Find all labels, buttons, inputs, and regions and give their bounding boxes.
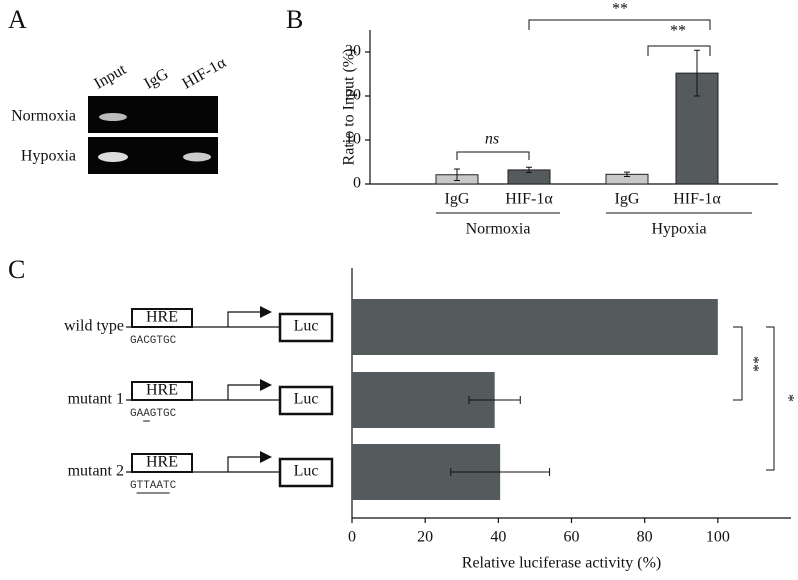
promoter-arrow xyxy=(227,456,262,472)
error-bar xyxy=(450,468,551,476)
reporter-box xyxy=(278,312,334,343)
category-label: mutant 1 xyxy=(68,391,124,408)
gel-row-label: Normoxia xyxy=(11,108,76,125)
y-tick-label: 0 xyxy=(353,175,361,192)
arrowhead xyxy=(260,306,272,318)
bar xyxy=(352,299,718,355)
significance-label: ** xyxy=(744,356,761,372)
panel-label: C xyxy=(8,255,25,284)
significance-label: * xyxy=(779,394,796,402)
group-label: Normoxia xyxy=(466,221,531,238)
reporter-box xyxy=(278,385,334,416)
error-bar xyxy=(468,396,521,404)
element-box xyxy=(131,381,193,401)
significance-bracket xyxy=(766,326,775,471)
x-axis-label: Relative luciferase activity (%) xyxy=(462,555,661,572)
x-tick-label: 80 xyxy=(637,529,653,546)
sequence: GAAGTGC xyxy=(130,408,177,420)
band xyxy=(98,152,128,162)
reporter-label: Luc xyxy=(294,318,319,335)
arrowhead xyxy=(260,379,272,391)
significance-bracket xyxy=(647,45,711,56)
element-box xyxy=(131,308,193,328)
sequence: GACGTGC xyxy=(130,335,177,347)
lane-label: HIF-1α xyxy=(179,54,229,93)
significance-bracket xyxy=(528,19,711,30)
y-tick-label: 20 xyxy=(345,87,361,104)
significance-bracket xyxy=(456,151,530,160)
arrowhead xyxy=(260,451,272,463)
promoter-arrow xyxy=(227,384,262,400)
promoter-arrow xyxy=(227,311,262,327)
panel-label: A xyxy=(8,5,27,34)
panel-label: B xyxy=(286,5,303,34)
x-tick-label: IgG xyxy=(615,191,640,208)
error-bar xyxy=(454,168,460,181)
reporter-label: Luc xyxy=(294,391,319,408)
significance-bracket xyxy=(733,326,743,401)
element-label: HRE xyxy=(146,309,178,326)
element-box xyxy=(131,453,193,473)
lane-label: Input xyxy=(91,61,129,93)
element-label: HRE xyxy=(146,454,178,471)
x-tick-label: 0 xyxy=(348,529,356,546)
lane-label: IgG xyxy=(141,65,171,92)
x-tick-label: IgG xyxy=(445,191,470,208)
reporter-label: Luc xyxy=(294,463,319,480)
group-label: Hypoxia xyxy=(651,221,706,238)
x-tick-label: 100 xyxy=(706,529,730,546)
x-tick-label: 40 xyxy=(490,529,506,546)
significance-label: ** xyxy=(670,23,686,40)
y-axis-label: Ratio to Input (%) xyxy=(341,49,358,166)
error-bar xyxy=(694,49,700,97)
sequence: GTTAATC xyxy=(130,480,177,492)
x-tick-label: 20 xyxy=(417,529,433,546)
x-tick-label: 60 xyxy=(564,529,580,546)
band xyxy=(183,152,211,162)
x-tick-label: HIF-1α xyxy=(673,191,721,208)
error-bar xyxy=(526,166,532,174)
y-tick-label: 30 xyxy=(345,43,361,60)
significance-label: ** xyxy=(612,1,628,18)
category-label: mutant 2 xyxy=(68,463,124,480)
band xyxy=(99,113,127,121)
reporter-box xyxy=(278,457,334,488)
element-label: HRE xyxy=(146,382,178,399)
x-tick-label: HIF-1α xyxy=(505,191,553,208)
y-tick-label: 10 xyxy=(345,131,361,148)
significance-label: ns xyxy=(485,131,499,148)
category-label: wild type xyxy=(64,318,124,335)
error-bar xyxy=(624,171,630,178)
gel-row-label: Hypoxia xyxy=(21,148,76,165)
